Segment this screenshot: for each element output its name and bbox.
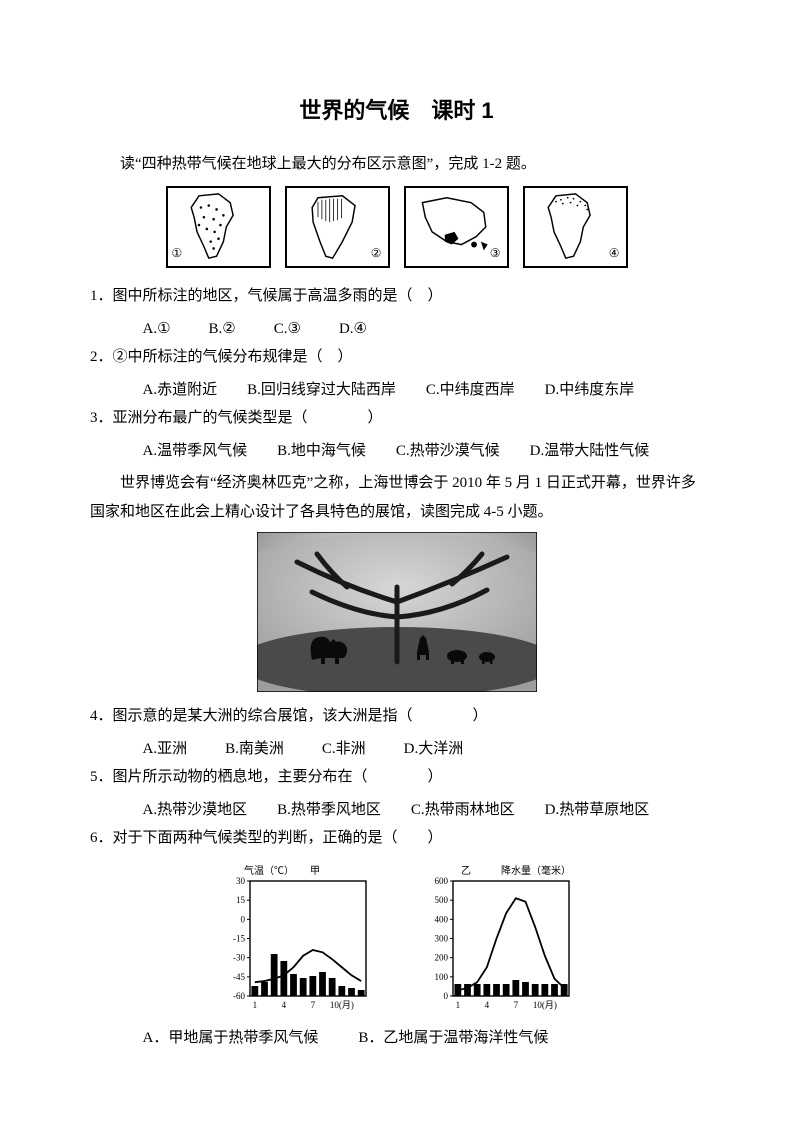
map-2: ②: [285, 186, 390, 268]
q1-opt-d: D.④: [339, 315, 367, 344]
q3-opt-c: C.热带沙漠气候: [396, 437, 500, 466]
map-3-label: ③: [490, 242, 501, 265]
map-4-label: ④: [609, 242, 620, 265]
q4-opt-c: C.非洲: [322, 735, 366, 764]
svg-text:-60: -60: [233, 991, 245, 1001]
map-3: ③: [404, 186, 509, 268]
map-4: ④: [523, 186, 628, 268]
svg-text:0: 0: [443, 991, 448, 1001]
q5-opt-c: C.热带雨林地区: [411, 796, 515, 825]
expo-photo-wrap: [90, 532, 703, 692]
q6-opt-b: B．乙地属于温带海洋性气候: [358, 1024, 548, 1053]
q1-opt-b: B.②: [209, 315, 236, 344]
q5-opt-a: A.热带沙漠地区: [143, 796, 248, 825]
chart-b: 乙 降水量（毫米） 600 500 400 300 200 100 01 4 7 10(月): [421, 861, 576, 1016]
q2-options: A.赤道附近 B.回归线穿过大陆西岸 C.中纬度西岸 D.中纬度东岸: [90, 376, 703, 405]
q4-opt-d: D.大洋洲: [404, 735, 464, 764]
q5-opt-b: B.热带季风地区: [277, 796, 381, 825]
svg-text:7: 7: [513, 1000, 518, 1010]
svg-text:1: 1: [455, 1000, 460, 1010]
q2-opt-a: A.赤道附近: [143, 376, 218, 405]
chart-a: 气温（℃） 甲 30 15 0 -15 -30 -45 -60 1 4 7 10(月): [218, 861, 373, 1016]
svg-text:200: 200: [434, 952, 448, 962]
q2-stem: 2．②中所标注的气候分布规律是（ ）: [90, 343, 703, 372]
svg-text:-30: -30: [233, 952, 245, 962]
map-2-label: ②: [371, 242, 382, 265]
svg-text:-45: -45: [233, 972, 245, 982]
q1-stem: 1．图中所标注的地区，气候属于高温多雨的是（ ）: [90, 282, 703, 311]
q1-opt-c: C.③: [274, 315, 301, 344]
svg-text:600: 600: [434, 876, 448, 886]
q3-opt-a: A.温带季风气候: [143, 437, 248, 466]
q4-options: A.亚洲 B.南美洲 C.非洲 D.大洋洲: [90, 735, 703, 764]
svg-text:1: 1: [252, 1000, 257, 1010]
q3-stem: 3．亚洲分布最广的气候类型是（ ）: [90, 404, 703, 433]
svg-text:300: 300: [434, 933, 448, 943]
svg-text:-15: -15: [233, 933, 245, 943]
svg-text:15: 15: [236, 895, 246, 905]
q3-options: A.温带季风气候 B.地中海气候 C.热带沙漠气候 D.温带大陆性气候: [90, 437, 703, 466]
q6-opt-a: A．甲地属于热带季风气候: [143, 1024, 319, 1053]
svg-text:30: 30: [236, 876, 246, 886]
map-1-label: ①: [172, 242, 183, 265]
map-row: ① ② ③ ④: [90, 186, 703, 268]
svg-text:10(月): 10(月): [532, 1000, 556, 1010]
svg-text:100: 100: [434, 972, 448, 982]
q5-opt-d: D.热带草原地区: [545, 796, 650, 825]
q1-opt-a: A.①: [143, 315, 171, 344]
svg-text:4: 4: [281, 1000, 286, 1010]
q6-options: A．甲地属于热带季风气候 B．乙地属于温带海洋性气候: [90, 1024, 703, 1053]
page-title: 世界的气候 课时 1: [90, 90, 703, 132]
q1-options: A.① B.② C.③ D.④: [90, 315, 703, 344]
q4-stem: 4．图示意的是某大洲的综合展馆，该大洲是指（ ）: [90, 702, 703, 731]
svg-text:0: 0: [240, 914, 245, 924]
map-1: ①: [166, 186, 271, 268]
q5-options: A.热带沙漠地区 B.热带季风地区 C.热带雨林地区 D.热带草原地区: [90, 796, 703, 825]
svg-text:乙: 乙: [461, 865, 471, 877]
q3-opt-b: B.地中海气候: [277, 437, 366, 466]
q2-opt-c: C.中纬度西岸: [426, 376, 515, 405]
svg-text:7: 7: [310, 1000, 315, 1010]
q4-opt-b: B.南美洲: [225, 735, 284, 764]
svg-text:降水量（毫米）: 降水量（毫米）: [501, 864, 571, 877]
svg-text:气温（℃）: 气温（℃）: [244, 864, 294, 877]
svg-text:甲: 甲: [310, 866, 320, 877]
svg-text:500: 500: [434, 895, 448, 905]
expo-photo: [257, 532, 537, 692]
expo-paragraph: 世界博览会有“经济奥林匹克”之称，上海世博会于 2010 年 5 月 1 日正式…: [90, 469, 703, 526]
svg-text:4: 4: [484, 1000, 489, 1010]
svg-text:400: 400: [434, 914, 448, 924]
svg-text:10(月): 10(月): [329, 1000, 353, 1010]
q5-stem: 5．图片所示动物的栖息地，主要分布在（ ）: [90, 763, 703, 792]
q4-opt-a: A.亚洲: [143, 735, 188, 764]
q2-opt-d: D.中纬度东岸: [545, 376, 635, 405]
intro-text: 读“四种热带气候在地球上最大的分布区示意图”，完成 1-2 题。: [90, 150, 703, 179]
q2-opt-b: B.回归线穿过大陆西岸: [247, 376, 396, 405]
climate-charts: 气温（℃） 甲 30 15 0 -15 -30 -45 -60 1 4 7 10(月) 乙 降水量（毫米）…: [90, 861, 703, 1016]
q6-stem: 6．对于下面两种气候类型的判断，正确的是（ ）: [90, 824, 703, 853]
q3-opt-d: D.温带大陆性气候: [530, 437, 650, 466]
